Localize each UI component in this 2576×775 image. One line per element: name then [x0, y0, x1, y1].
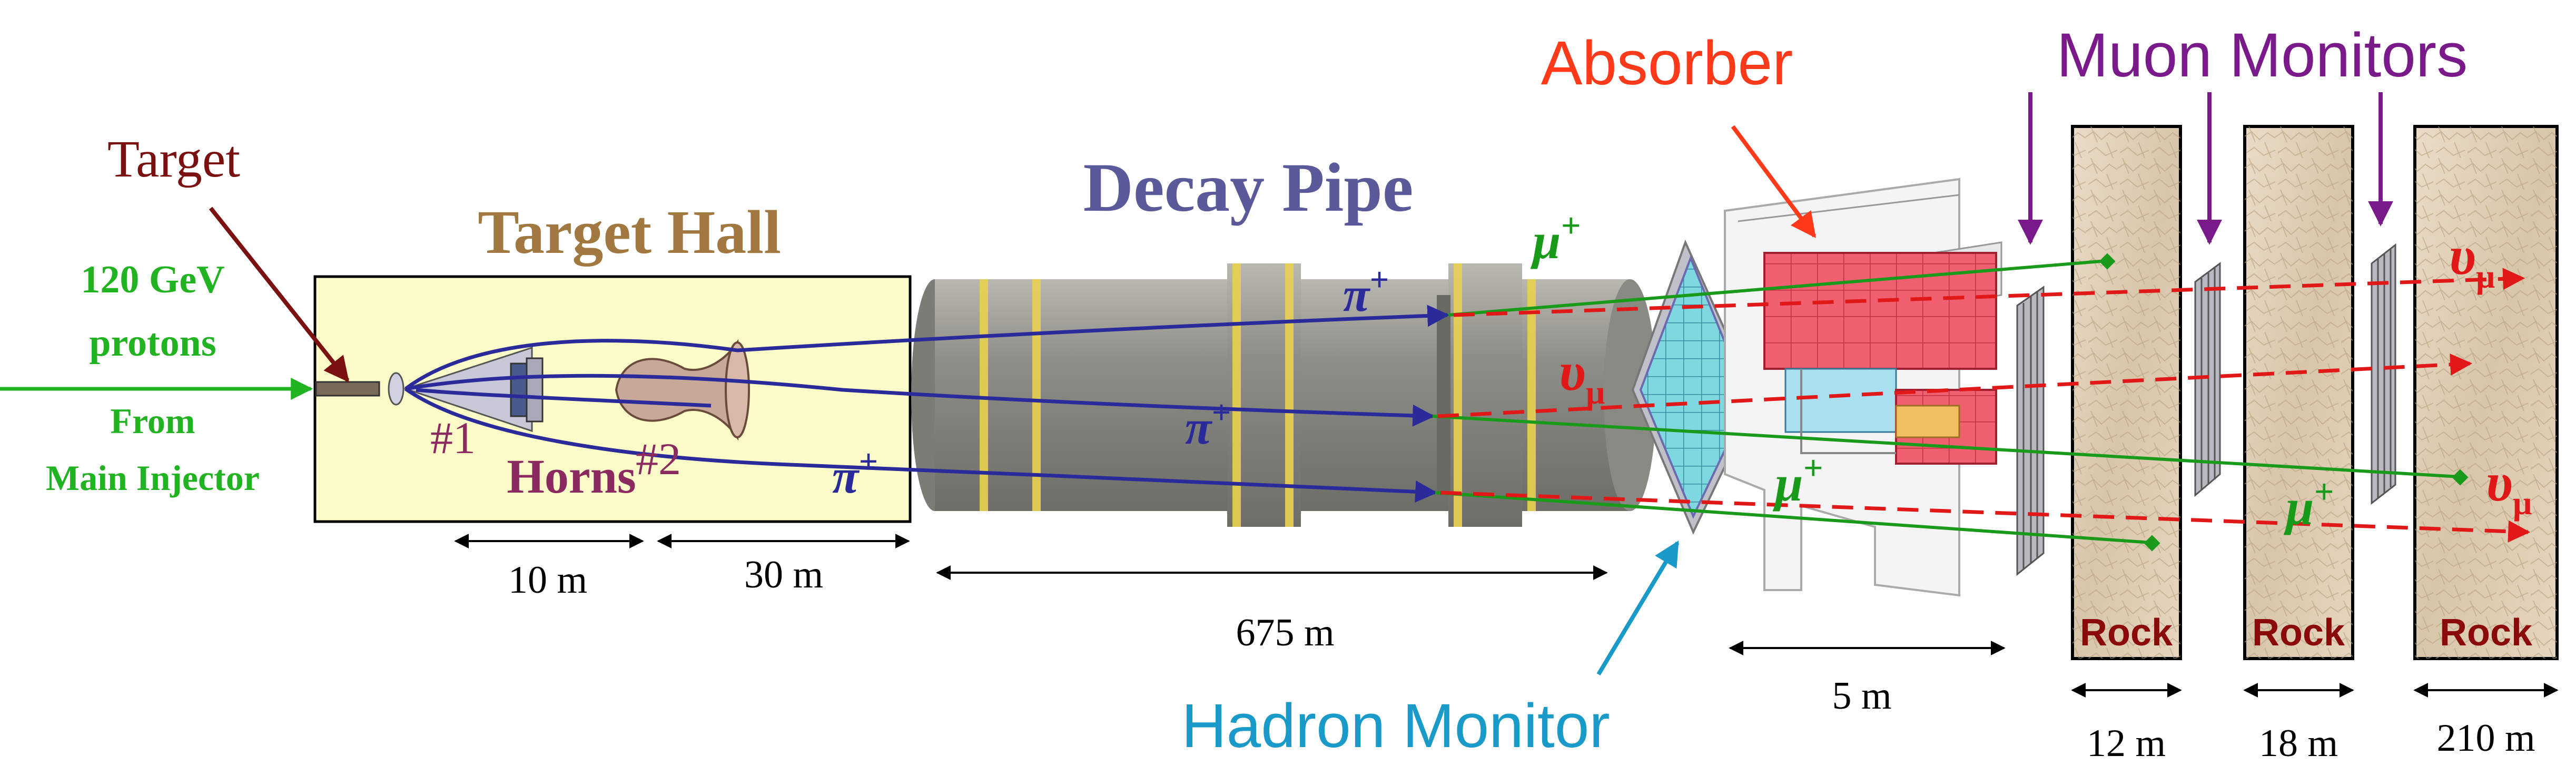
- rock-label-1: Rock: [2080, 612, 2173, 654]
- muon-monitor-pointers: [2018, 92, 2393, 245]
- neutrino-trajectories: [1437, 268, 2531, 543]
- pion-label-3: π+: [832, 443, 878, 503]
- muon-label-3: μ+: [2283, 473, 2334, 535]
- target-disk: [388, 372, 404, 406]
- rock-label-3: Rock: [2440, 612, 2533, 654]
- muon-trajectories: [1432, 259, 2460, 544]
- horn-1-label: #1: [430, 413, 476, 463]
- scale-5m: 5 m: [1832, 674, 1891, 718]
- horns-label: Horns: [507, 449, 636, 503]
- target-rod: [315, 381, 380, 397]
- target-pointer: [209, 207, 350, 382]
- decay-pipe-label: Decay Pipe: [1083, 149, 1414, 226]
- hadron-monitor-label: Hadron Monitor: [1181, 691, 1610, 761]
- neutrino-label-2: υμ: [2449, 225, 2495, 295]
- rock-block-1: [2071, 125, 2182, 660]
- decay-pipe: [911, 263, 1656, 527]
- scale-12m: 12 m: [2087, 722, 2166, 765]
- rock-block-2: [2243, 125, 2354, 660]
- pion-label-2: π+: [1185, 394, 1231, 454]
- rock-label-2: Rock: [2252, 612, 2345, 654]
- target-hall-label: Target Hall: [478, 198, 781, 267]
- rock-block-3: [2413, 125, 2559, 660]
- pion-trajectories: [404, 305, 1450, 503]
- muon-monitor-plates: [2016, 243, 2396, 576]
- beam-particle-label: protons: [89, 321, 216, 365]
- scale-10m: 10 m: [508, 558, 587, 602]
- horn-1: [403, 346, 544, 433]
- horn-2-label: #2: [636, 434, 681, 484]
- target-label: Target: [107, 130, 240, 188]
- scale-30m: 30 m: [744, 553, 823, 596]
- scale-210m: 210 m: [2436, 717, 2535, 760]
- scale-arrows: [454, 534, 2559, 698]
- neutrino-label-3: υμ: [2486, 452, 2532, 522]
- absorber-pointer: [1731, 125, 1817, 238]
- scale-18m: 18 m: [2259, 722, 2338, 765]
- muon-label-1: μ+: [1530, 207, 1581, 269]
- target-hall-box: [313, 275, 912, 523]
- beam-energy-label: 120 GeV: [81, 258, 224, 301]
- pion-label-1: π+: [1343, 261, 1389, 321]
- muon-monitors-label: Muon Monitors: [2057, 21, 2468, 90]
- muon-label-2: μ+: [1772, 449, 1823, 512]
- absorber: [1724, 178, 2002, 597]
- horn-2: [615, 339, 750, 441]
- neutrino-label-1: υμ: [1559, 341, 1605, 411]
- beam-from-label: From: [110, 401, 195, 441]
- scale-675m: 675 m: [1236, 611, 1334, 654]
- beam-source-label: Main Injector: [46, 458, 260, 498]
- absorber-label: Absorber: [1541, 28, 1793, 98]
- hadron-monitor-pointer: [1596, 540, 1680, 676]
